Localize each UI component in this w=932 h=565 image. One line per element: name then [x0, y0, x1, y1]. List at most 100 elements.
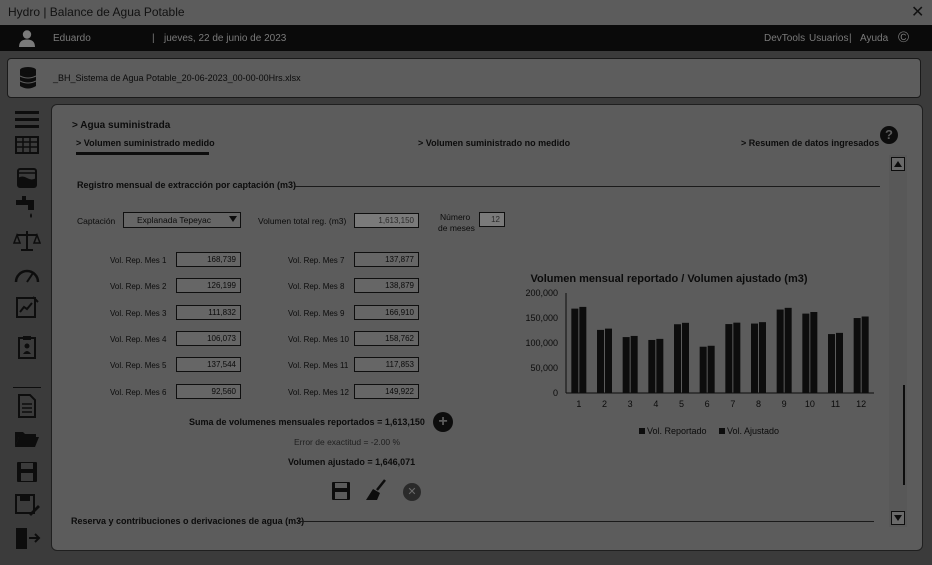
y-tick-label: 150,000 [525, 313, 558, 323]
devtools-link[interactable]: DevTools [764, 33, 806, 44]
chart-title: Volumen mensual reportado / Volumen ajus… [530, 273, 807, 285]
month-field[interactable]: 168,739 [176, 252, 241, 267]
open-folder-icon[interactable] [13, 426, 41, 452]
bar-ajustado [759, 322, 766, 393]
month-field[interactable]: 166,910 [354, 305, 419, 320]
month-field[interactable]: 92,560 [176, 384, 241, 399]
water-tank-icon[interactable] [13, 164, 41, 190]
month-field[interactable]: 149,922 [354, 384, 419, 399]
bar-reportado [802, 313, 810, 393]
month-field[interactable]: 137,544 [176, 357, 241, 372]
x-tick-label: 1 [576, 399, 581, 409]
gauge-icon[interactable] [13, 262, 41, 288]
num-meses-field: 12 [479, 212, 505, 227]
user-separator: | [152, 33, 155, 44]
add-icon[interactable]: + [433, 412, 453, 432]
ajustado-row: Volumen ajustado = 1,646,071 [288, 457, 415, 467]
registro-divider [294, 186, 880, 187]
file-bar: _BH_Sistema de Agua Potable_20-06-2023_0… [7, 58, 921, 98]
month-field[interactable]: 117,853 [354, 357, 419, 372]
scroll-thumb[interactable] [903, 385, 905, 485]
bars [571, 306, 869, 393]
menu-icon[interactable] [13, 106, 41, 132]
month-field[interactable]: 126,199 [176, 278, 241, 293]
cancel-icon[interactable]: ✕ [403, 483, 421, 501]
x-tick-label: 4 [653, 399, 658, 409]
bar-ajustado [579, 306, 587, 393]
save-icon[interactable] [331, 481, 351, 501]
copyright-icon[interactable]: © [898, 29, 910, 46]
database-icon [19, 67, 37, 89]
x-tick-label: 9 [782, 399, 787, 409]
window-title: Hydro | Balance de Agua Potable [8, 5, 185, 19]
faucet-icon[interactable] [13, 194, 41, 220]
bar-reportado [699, 346, 707, 393]
usuarios-link[interactable]: Usuarios [809, 33, 849, 44]
user-name: Eduardo [53, 33, 91, 44]
y-tick-label: 50,000 [530, 363, 558, 373]
month-field[interactable]: 111,832 [176, 305, 241, 320]
num-meses-label-1: Número [440, 212, 471, 222]
current-date: jueves, 22 de junio de 2023 [164, 33, 287, 44]
scroll-up-button[interactable] [891, 157, 905, 171]
month-field[interactable]: 158,762 [354, 331, 419, 346]
menu-separator: | [849, 33, 852, 44]
y-axis: 0 50,000 100,000 150,000 200,000 [525, 288, 567, 398]
tab-volumen-no-medido[interactable]: > Volumen suministrado no medido [418, 138, 571, 148]
month-label: Vol. Rep. Mes 9 [288, 309, 345, 318]
suma-value: 1,613,150 [384, 417, 425, 427]
error-label: Error de exactitud = [294, 437, 371, 447]
captacion-select[interactable]: Explanada Tepeyac [123, 212, 241, 228]
table-icon[interactable] [13, 132, 41, 158]
active-tab-underline [76, 152, 209, 155]
help-icon[interactable]: ? [880, 126, 898, 144]
bar-ajustado [682, 322, 689, 393]
error-row: Error de exactitud = -2.00 % [294, 437, 400, 447]
month-label: Vol. Rep. Mes 1 [110, 256, 167, 265]
bar-ajustado [733, 322, 741, 393]
x-tick-label: 10 [805, 399, 815, 409]
exit-icon[interactable] [13, 525, 41, 551]
broom-icon[interactable] [364, 478, 388, 502]
tab-volumen-medido[interactable]: > Volumen suministrado medido [76, 138, 215, 148]
month-label: Vol. Rep. Mes 11 [288, 361, 349, 370]
tab-resumen-datos[interactable]: > Resumen de datos ingresados [741, 138, 880, 148]
x-tick-label: 12 [856, 399, 866, 409]
bar-reportado [828, 334, 835, 393]
clipboard-icon[interactable] [13, 334, 41, 360]
bar-reportado [571, 308, 579, 393]
x-tick-label: 5 [679, 399, 684, 409]
new-document-icon[interactable] [13, 393, 41, 419]
scroll-down-button[interactable] [891, 511, 905, 525]
save-icon[interactable] [13, 459, 41, 485]
month-label: Vol. Rep. Mes 6 [110, 388, 167, 397]
close-icon[interactable]: ✕ [911, 4, 925, 21]
bar-ajustado [605, 328, 612, 393]
num-meses-label-2: de meses [438, 223, 475, 233]
bar-reportado [853, 318, 861, 393]
bar-ajustado [630, 335, 638, 393]
month-field[interactable]: 138,879 [354, 278, 419, 293]
legend-label: Vol. Reportado [647, 426, 707, 436]
reserva-divider [298, 521, 874, 522]
save-as-icon[interactable] [13, 492, 41, 518]
registro-title: Registro mensual de extracción por capta… [77, 180, 297, 190]
reserva-title: Reserva y contribuciones o derivaciones … [71, 516, 305, 526]
bar-reportado [622, 337, 630, 393]
report-chart-icon[interactable] [13, 294, 41, 320]
ayuda-link[interactable]: Ayuda [860, 33, 889, 44]
bar-reportado [674, 324, 681, 393]
balance-scale-icon[interactable] [13, 228, 41, 254]
x-tick-label: 6 [705, 399, 710, 409]
month-label: Vol. Rep. Mes 12 [288, 388, 349, 397]
bar-ajustado [784, 307, 792, 393]
file-name: _BH_Sistema de Agua Potable_20-06-2023_0… [53, 73, 301, 83]
chevron-down-icon [229, 216, 237, 222]
month-field[interactable]: 137,877 [354, 252, 419, 267]
month-field[interactable]: 106,073 [176, 331, 241, 346]
x-tick-label: 8 [756, 399, 761, 409]
scrollbar[interactable] [889, 155, 907, 527]
bar-ajustado [836, 332, 843, 393]
sidebar-divider [13, 387, 41, 388]
vol-total-field: 1,613,150 [354, 213, 419, 228]
